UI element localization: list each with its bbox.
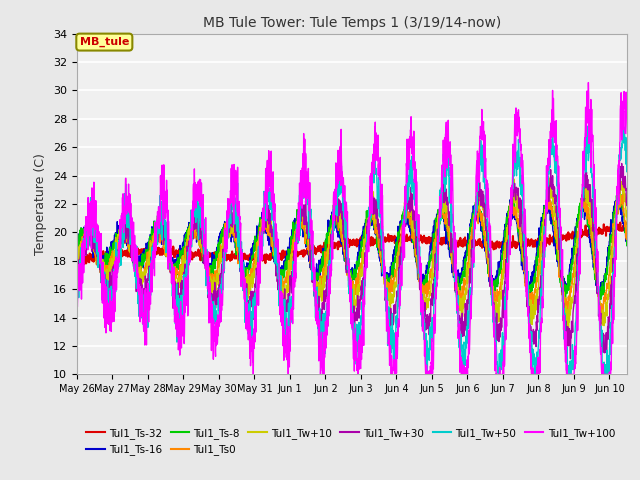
Title: MB Tule Tower: Tule Temps 1 (3/19/14-now): MB Tule Tower: Tule Temps 1 (3/19/14-now… xyxy=(203,16,501,30)
Text: MB_tule: MB_tule xyxy=(79,37,129,47)
Y-axis label: Temperature (C): Temperature (C) xyxy=(35,153,47,255)
Legend: Tul1_Ts-32, Tul1_Ts-16, Tul1_Ts-8, Tul1_Ts0, Tul1_Tw+10, Tul1_Tw+30, Tul1_Tw+50,: Tul1_Ts-32, Tul1_Ts-16, Tul1_Ts-8, Tul1_… xyxy=(82,424,619,459)
